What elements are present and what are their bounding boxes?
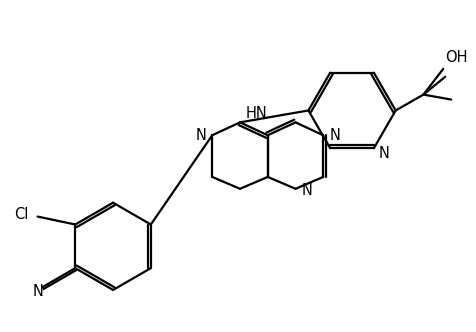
Text: N: N <box>195 128 206 143</box>
Text: N: N <box>301 183 312 198</box>
Text: N: N <box>33 284 44 299</box>
Text: OH: OH <box>445 50 468 65</box>
Text: N: N <box>329 128 340 143</box>
Text: Cl: Cl <box>15 207 29 222</box>
Text: N: N <box>379 146 390 161</box>
Text: HN: HN <box>246 106 267 121</box>
